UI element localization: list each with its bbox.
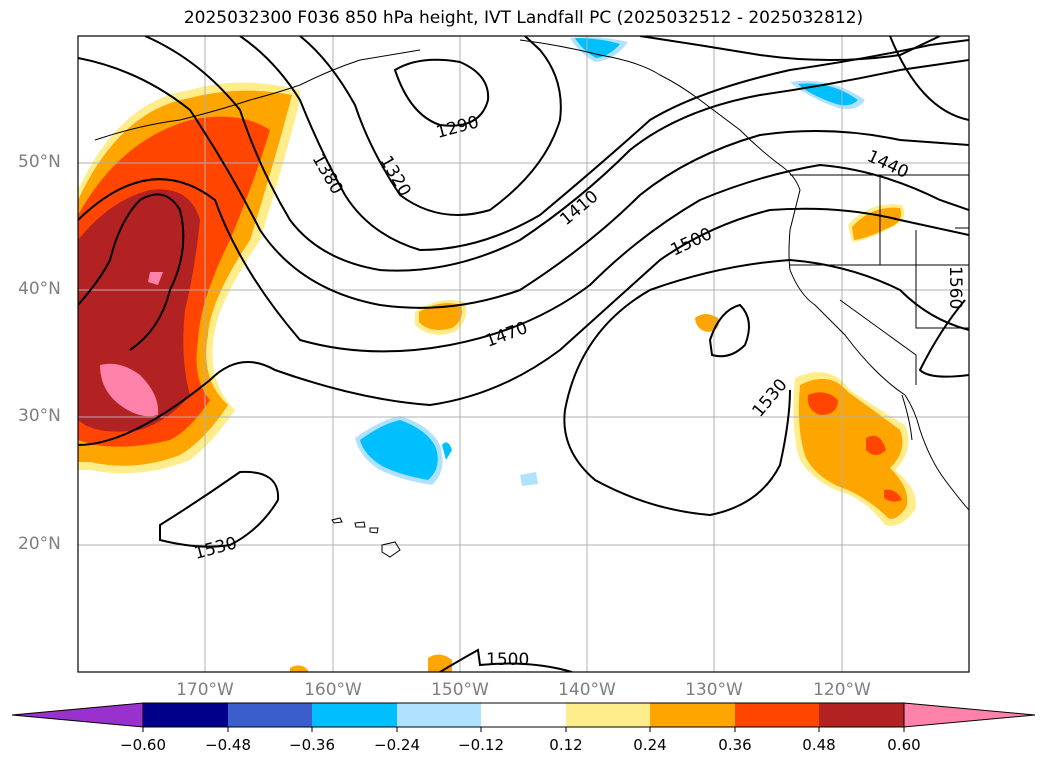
lon-label: 150°W (431, 680, 489, 700)
lat-label: 40°N (18, 279, 61, 299)
hawaii-islands (331, 517, 401, 558)
colorbar-tick: 0.48 (802, 736, 836, 754)
colorbar (11, 702, 1036, 732)
contour-label: 1410 (556, 187, 602, 230)
lon-label: 140°W (558, 680, 616, 700)
ivt-negative-shading (355, 37, 865, 486)
colorbar-tick: −0.48 (205, 736, 251, 754)
contour-label: 1320 (376, 153, 415, 200)
colorbar-tick: −0.60 (120, 736, 166, 754)
colorbar-tick: 0.12 (549, 736, 583, 754)
map-plot-area (78, 36, 969, 672)
map-frame (77, 35, 970, 673)
lon-label: 160°W (304, 680, 362, 700)
contour-label: 1290 (434, 112, 481, 143)
contour-label: 1380 (308, 151, 347, 198)
colorbar-tick: 0.24 (633, 736, 667, 754)
map-title: 2025032300 F036 850 hPa height, IVT Land… (183, 8, 864, 28)
lon-label: 120°W (813, 680, 871, 700)
contour-label: 1500 (486, 650, 529, 670)
colorbar-extend-low (11, 702, 144, 728)
contour-label: 1560 (945, 266, 965, 309)
colorbar-extend-high (903, 702, 1036, 728)
lat-label: 20°N (18, 534, 61, 554)
contour-label: 1530 (749, 375, 792, 421)
lat-label: 30°N (18, 406, 61, 426)
contour-label: 1530 (192, 533, 239, 564)
colorbar-tick: −0.24 (374, 736, 420, 754)
colorbar-tick: 0.60 (887, 736, 921, 754)
lon-label: 170°W (176, 680, 234, 700)
colorbar-tick: −0.36 (289, 736, 335, 754)
lon-label: 130°W (685, 680, 743, 700)
lat-label: 50°N (18, 152, 61, 172)
contour-label: 1470 (483, 318, 530, 352)
colorbar-tick: −0.12 (458, 736, 504, 754)
coastlines (94, 39, 969, 511)
contour-label: 1500 (668, 224, 716, 260)
height-contours (78, 36, 969, 672)
colorbar-tick: 0.36 (718, 736, 752, 754)
contour-label: 1440 (864, 146, 912, 182)
